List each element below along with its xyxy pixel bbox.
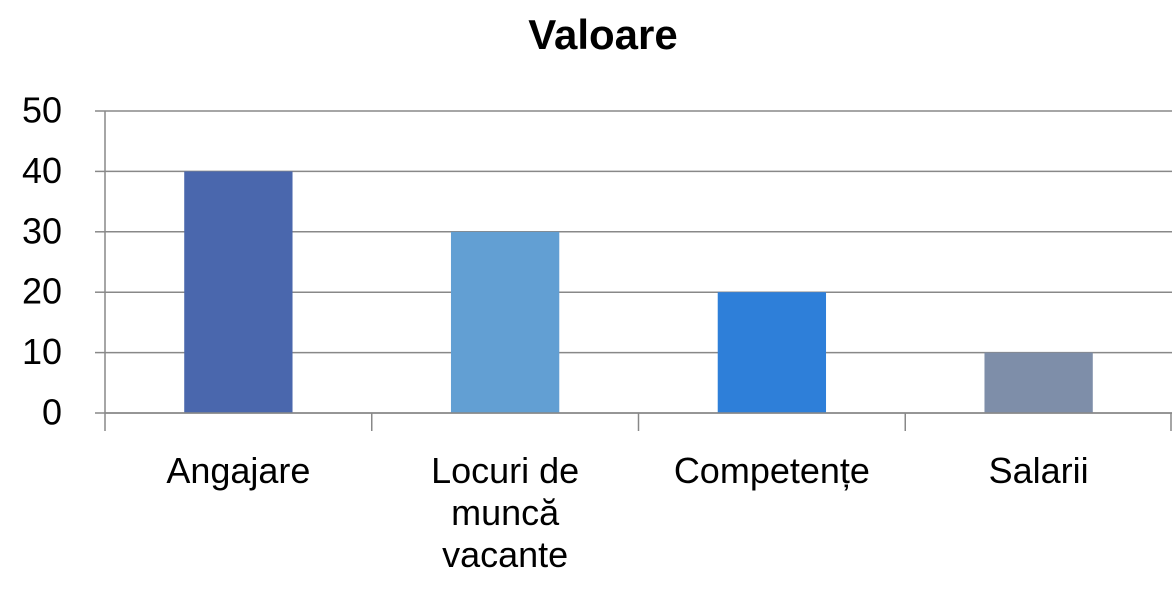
x-tick-label: Locuri de muncă vacante	[431, 450, 580, 575]
y-tick-label: 0	[42, 392, 62, 433]
x-label-box: Angajare	[166, 450, 311, 491]
x-tick-label: Angajare	[166, 450, 311, 491]
bar	[984, 352, 1093, 413]
x-tick-label: Salarii	[988, 450, 1089, 491]
bar	[184, 171, 293, 413]
y-tick-label: 10	[22, 331, 62, 372]
x-tick-label: Competențe	[673, 450, 870, 491]
y-tick-label: 30	[22, 210, 62, 251]
y-tick-label: 40	[22, 150, 62, 191]
y-tick-label: 50	[22, 90, 62, 131]
x-label-box: Locuri de muncă vacante	[431, 450, 580, 575]
bar	[717, 292, 827, 413]
y-tick-label: 20	[22, 271, 62, 312]
x-label-box: Competențe	[673, 450, 870, 491]
chart-title: Valoare	[528, 11, 677, 58]
x-label-box: Salarii	[988, 450, 1089, 491]
bar	[450, 231, 560, 413]
